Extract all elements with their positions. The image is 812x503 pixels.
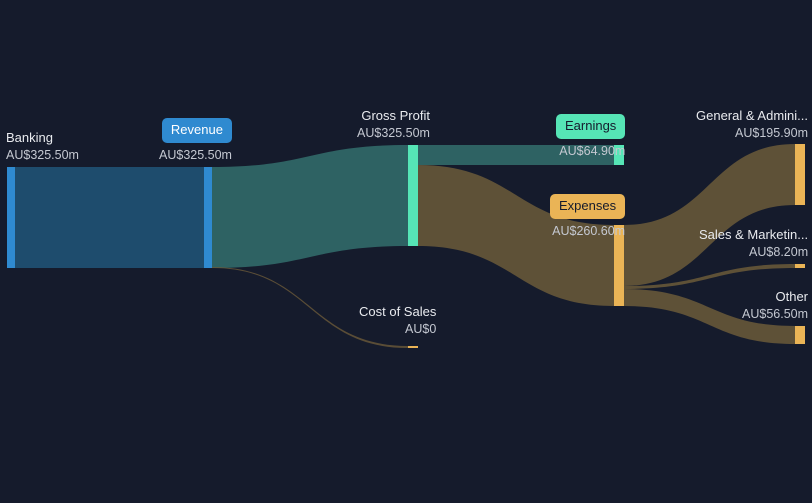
node-sm[interactable] xyxy=(795,264,805,268)
label-title-cost: Cost of Sales xyxy=(359,303,436,321)
label-value-ga: AU$195.90m xyxy=(696,125,808,142)
flow-revenue-to-gross xyxy=(212,145,408,268)
label-banking: BankingAU$325.50m xyxy=(6,129,79,163)
node-cost[interactable] xyxy=(408,346,418,348)
pill-expenses: Expenses xyxy=(550,194,625,219)
node-revenue[interactable] xyxy=(204,167,212,268)
label-title-other: Other xyxy=(742,288,808,306)
label-title-sm: Sales & Marketin... xyxy=(699,226,808,244)
label-ga: General & Admini...AU$195.90m xyxy=(696,107,808,141)
label-value-revenue: AU$325.50m xyxy=(159,147,232,164)
label-value-other: AU$56.50m xyxy=(742,306,808,323)
label-revenue: Revenue AU$325.50m xyxy=(159,118,232,163)
label-value-expenses: AU$260.60m xyxy=(550,223,625,240)
node-gross[interactable] xyxy=(408,145,418,246)
label-value-cost: AU$0 xyxy=(359,321,436,338)
pill-revenue: Revenue xyxy=(162,118,232,143)
label-title-banking: Banking xyxy=(6,129,79,147)
node-ga[interactable] xyxy=(795,144,805,205)
label-sm: Sales & Marketin...AU$8.20m xyxy=(699,226,808,260)
flow-banking-to-revenue xyxy=(15,167,204,268)
label-expenses: Expenses AU$260.60m xyxy=(550,194,625,239)
label-title-gross: Gross Profit xyxy=(357,107,430,125)
label-other: OtherAU$56.50m xyxy=(742,288,808,322)
label-gross: Gross ProfitAU$325.50m xyxy=(357,107,430,141)
label-title-ga: General & Admini... xyxy=(696,107,808,125)
label-cost: Cost of SalesAU$0 xyxy=(359,303,436,337)
label-value-banking: AU$325.50m xyxy=(6,147,79,164)
label-value-earnings: AU$64.90m xyxy=(556,143,625,160)
label-value-sm: AU$8.20m xyxy=(699,244,808,261)
label-earnings: Earnings AU$64.90m xyxy=(556,114,625,159)
flow-expenses-to-ga xyxy=(624,144,795,286)
node-other[interactable] xyxy=(795,326,805,344)
sankey-chart xyxy=(0,0,812,503)
label-value-gross: AU$325.50m xyxy=(357,125,430,142)
pill-earnings: Earnings xyxy=(556,114,625,139)
node-banking[interactable] xyxy=(7,167,15,268)
